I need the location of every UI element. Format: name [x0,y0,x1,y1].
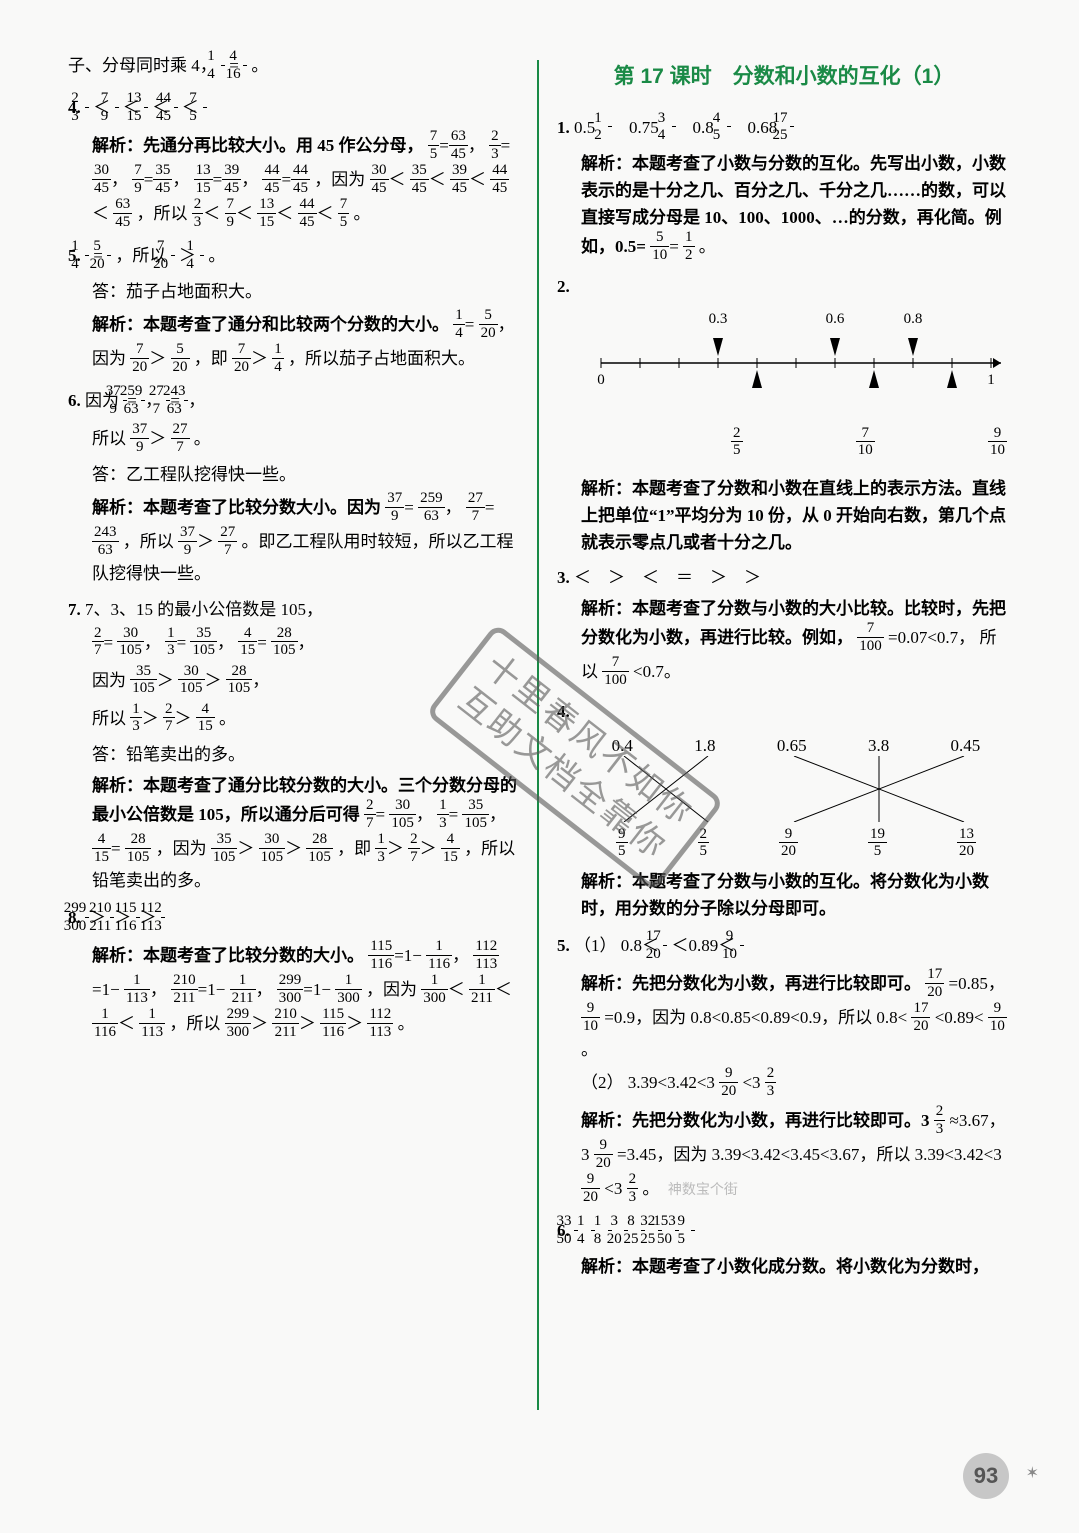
right-q6: 6. 3350 14 18 320 825 3225 15350 95 解析：本… [557,1215,1011,1280]
svg-text:0.3: 0.3 [709,311,728,327]
right-q5: 5. （1） 0.8＜ 1720 ＜0.89＜ 910 解析：先把分数化为小数，… [557,930,1011,1207]
q5-answer: 答：茄子占地面积大。 [92,278,519,305]
right-q1: 1. 0.5 12 0.75 34 0.8 45 0.68 1725 解析：本题… [557,112,1011,266]
cont-text: 子、分母同时乘 4， [68,56,217,75]
number-line-svg: 0 1 0.3 0.6 0.8 [581,308,1011,418]
matching-lines-svg [581,756,1011,822]
right-q4: 4. 0.41.8 0.653.8 0.45 [557,698,1011,922]
page-columns: 子、分母同时乘 4， 14 = 416 。 4. 23 ＜ 79 ＜ 1315 … [50,50,1029,1450]
left-q7: 7. 7、3、15 的最小公倍数是 105， 27= 30105， 13= 35… [68,596,519,895]
frac: 14 [221,48,225,82]
faint-watermark-text: 神数宝个街 [668,1183,738,1198]
svg-text:0.8: 0.8 [904,311,923,327]
left-q5: 5. 14 = 520 ，所以 720 ＞ 14 。 答：茄子占地面积大。 解析… [68,240,519,377]
continuation-line: 子、分母同时乘 4， 14 = 416 。 [68,50,519,84]
left-q4: 4. 23 ＜ 79 ＜ 1315 ＜ 4445 ＜ 75 解析：先通分再比较大… [68,92,519,232]
star-icon: ✶ [1026,1461,1039,1487]
q4-explain: 解析：先通分再比较大小。用 45 作公分母， 75=6345， 23=3045，… [92,130,519,232]
right-q3: 3. ＜ ＞ ＜ ＝ ＞ ＞ 解析：本题考查了分数与小数的大小比较。比较时，先把… [557,564,1011,690]
svg-text:0.6: 0.6 [826,311,845,327]
left-q6: 6. 因为 379= 25963， 277= 24363， 所以 379＞ 27… [68,385,519,587]
q5-explain: 解析：本题考查了通分和比较两个分数的大小。 14= 520， 因为 720＞ 5… [92,309,519,377]
right-column: 第 17 课时 分数和小数的互化（1） 1. 0.5 12 0.75 34 0.… [539,50,1029,1450]
svg-text:0: 0 [597,372,605,388]
left-q8: 8. 299300＞ 210211＞ 115116＞ 112113 解析：本题考… [68,902,519,1042]
page-number-badge: 93 [963,1453,1009,1499]
right-q2: 2. 0 1 0.3 [557,273,1011,556]
lesson-title: 第 17 课时 分数和小数的互化（1） [557,60,1011,94]
frac: 416 [243,48,247,82]
svg-text:1: 1 [987,372,995,388]
left-column: 子、分母同时乘 4， 14 = 416 。 4. 23 ＜ 79 ＜ 1315 … [50,50,537,1450]
